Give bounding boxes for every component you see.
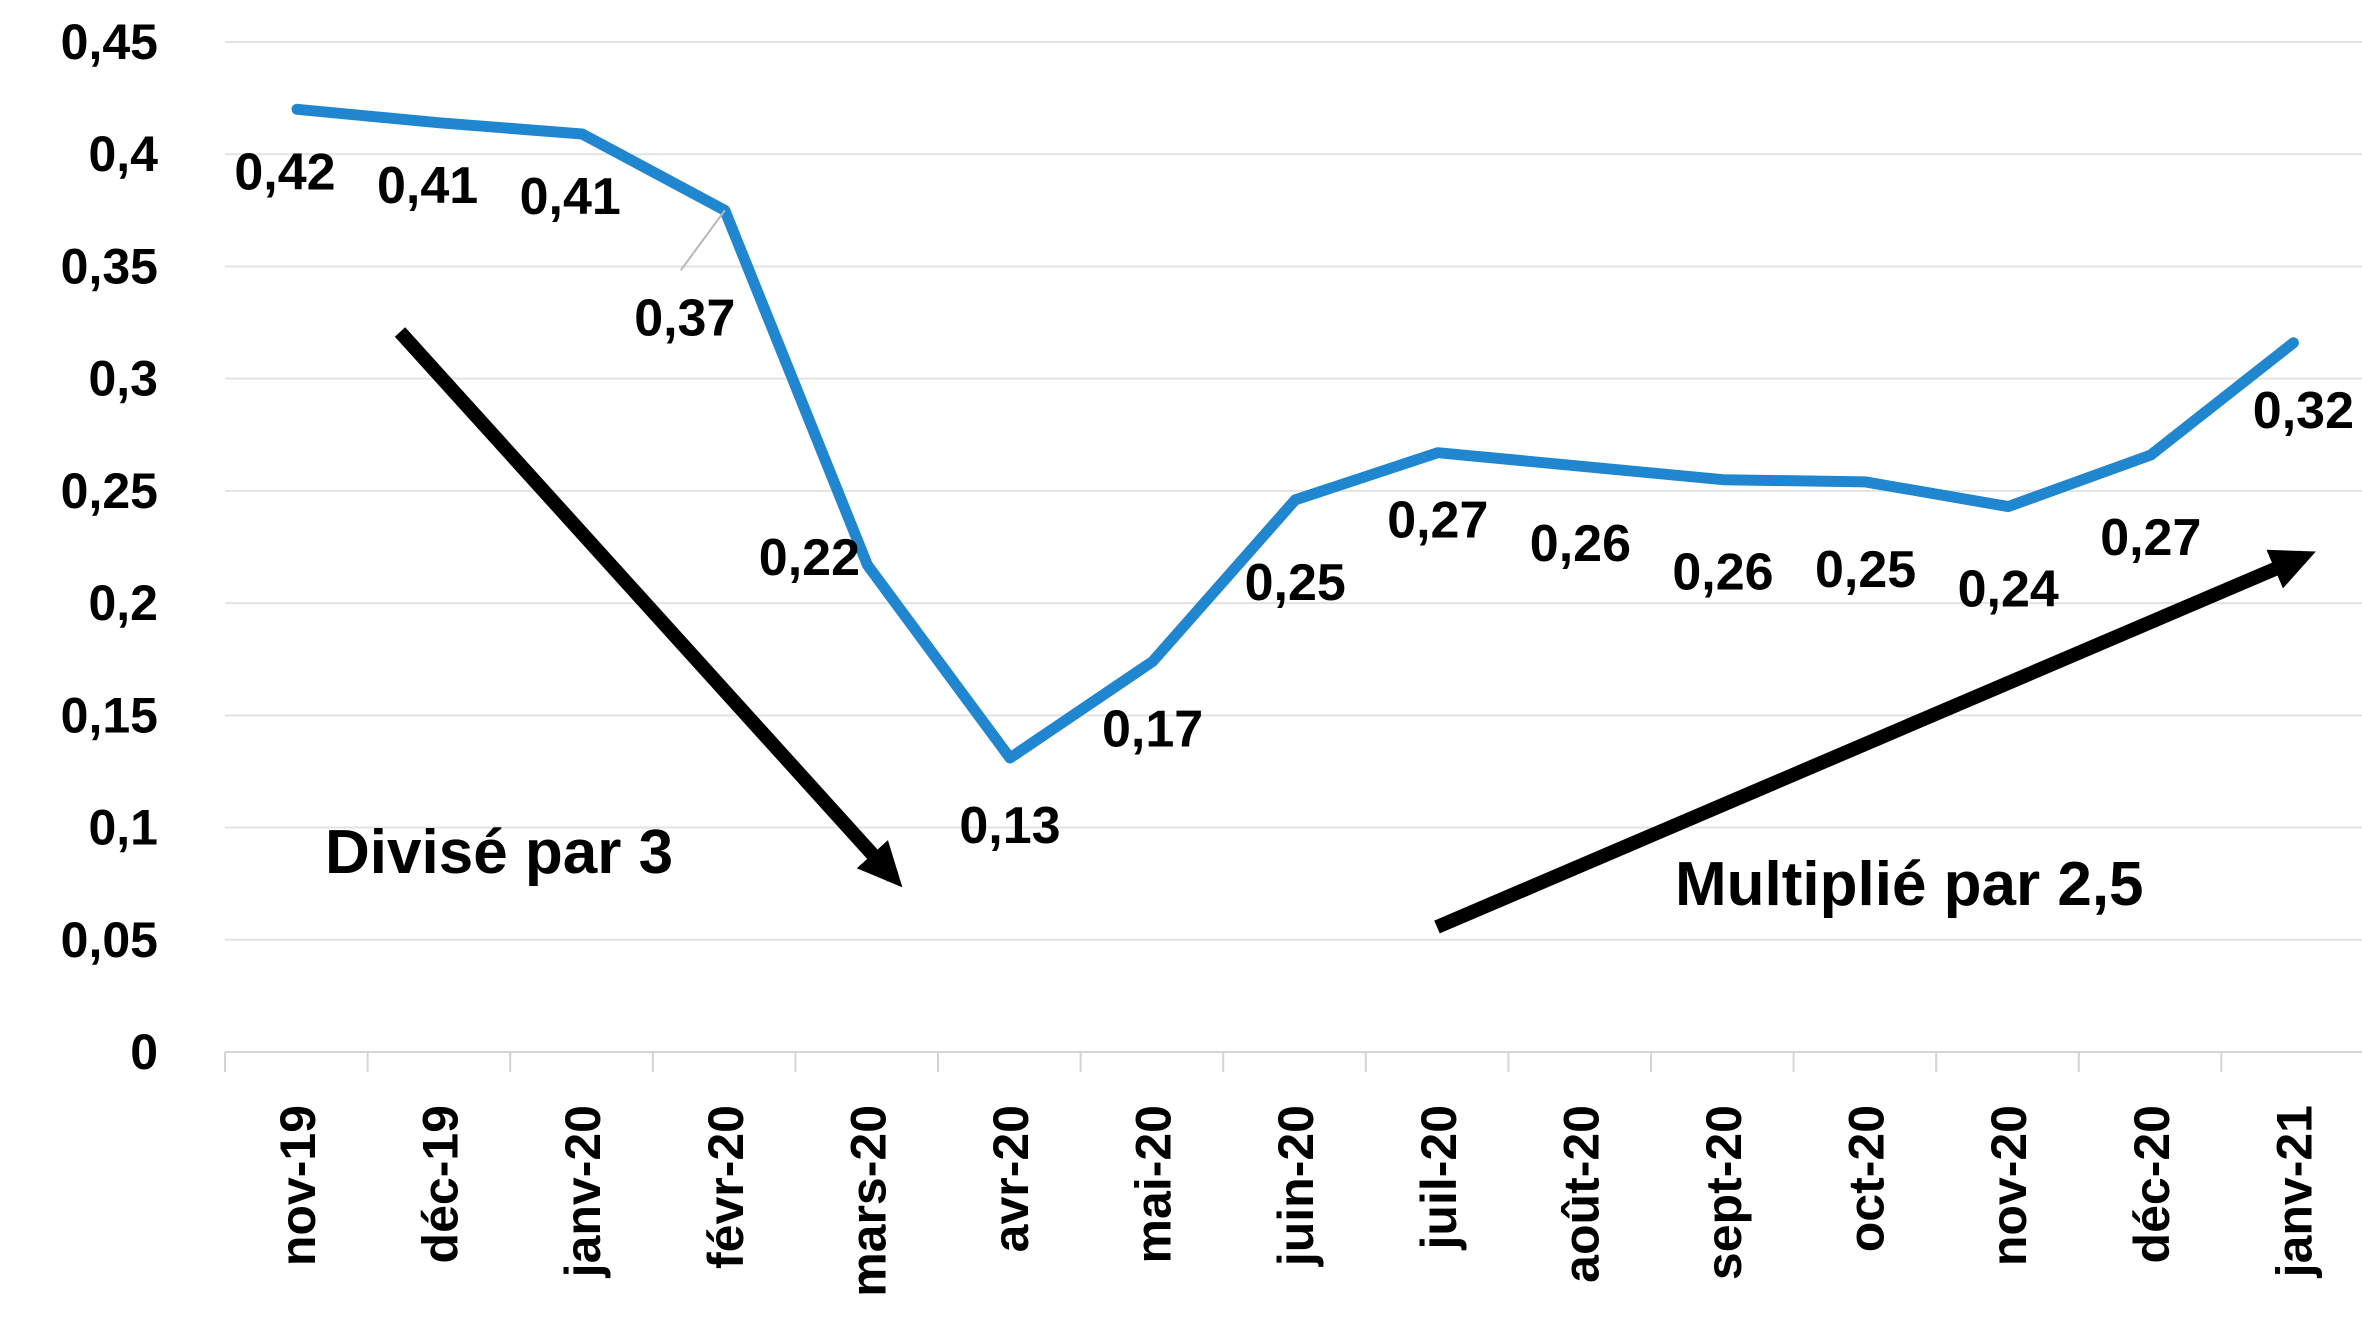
y-tick-label: 0,2: [88, 575, 158, 631]
x-tick-label: oct-20: [1839, 1105, 1895, 1252]
data-label: 0,26: [1672, 544, 1773, 602]
gridlines: [225, 41, 2362, 941]
y-tick-label: 0,45: [61, 14, 158, 70]
x-tick-label: déc-20: [2124, 1105, 2180, 1263]
x-tick-label: août-20: [1553, 1105, 1609, 1283]
y-tick-label: 0,05: [61, 912, 158, 968]
data-label: 0,41: [377, 157, 478, 215]
x-tick-label: mars-20: [840, 1105, 896, 1297]
data-label: 0,37: [634, 289, 735, 347]
x-tick-label: juin-20: [1268, 1105, 1324, 1267]
data-label: 0,27: [2100, 509, 2201, 567]
y-tick-label: 0,25: [61, 463, 158, 519]
trend-arrows: [394, 327, 2316, 934]
data-label: 0,13: [959, 797, 1060, 855]
data-label: 0,27: [1387, 492, 1488, 550]
x-tick-label: févr-20: [698, 1105, 754, 1269]
x-axis: [224, 1051, 2362, 1072]
y-tick-label: 0,35: [61, 238, 158, 294]
label-leader-line: [679, 209, 726, 271]
data-label: 0,32: [2253, 382, 2354, 440]
series-line: [291, 103, 2299, 764]
x-axis-tick-labels: nov-19 déc-19 janv-20 févr-20 mars-20 avr-20 m…: [270, 1105, 2322, 1297]
annotation-divise: Divisé par 3: [325, 818, 673, 887]
y-tick-label: 0: [130, 1024, 158, 1080]
data-label: 0,25: [1815, 541, 1916, 599]
x-tick-label: déc-19: [413, 1105, 469, 1263]
data-label: 0,42: [234, 143, 335, 201]
data-label: 0,25: [1245, 554, 1346, 612]
x-tick-label: janv-20: [555, 1105, 611, 1278]
data-label: 0,24: [1958, 561, 2059, 619]
series-polyline: [291, 103, 2299, 764]
y-tick-label: 0,1: [88, 800, 158, 856]
arrow-up: [1434, 549, 2316, 934]
data-label: 0,26: [1530, 515, 1631, 573]
y-axis-tick-labels: 0 0,05 0,1 0,15 0,2 0,25 0,3 0,35 0,4 0,45: [61, 14, 159, 1080]
y-tick-label: 0,4: [88, 126, 158, 182]
data-label: 0,17: [1102, 700, 1203, 758]
y-tick-label: 0,15: [61, 687, 158, 743]
data-label: 0,22: [759, 529, 860, 587]
data-labels: 0,42 0,41 0,41 0,37 0,22 0,13 0,17 0,25 0,27 0,26…: [234, 143, 2354, 855]
x-tick-label: sept-20: [1696, 1105, 1752, 1280]
x-tick-label: mai-20: [1126, 1105, 1182, 1263]
y-tick-label: 0,3: [88, 351, 158, 407]
annotation-multiplie: Multiplié par 2,5: [1675, 850, 2144, 919]
arrow-down: [394, 327, 903, 888]
x-tick-label: avr-20: [983, 1105, 1039, 1252]
x-tick-label: janv-21: [2266, 1105, 2322, 1278]
data-label: 0,41: [520, 168, 621, 226]
x-tick-label: juil-20: [1411, 1105, 1467, 1250]
x-tick-label: nov-20: [1981, 1105, 2037, 1266]
x-tick-label: nov-19: [270, 1105, 326, 1266]
